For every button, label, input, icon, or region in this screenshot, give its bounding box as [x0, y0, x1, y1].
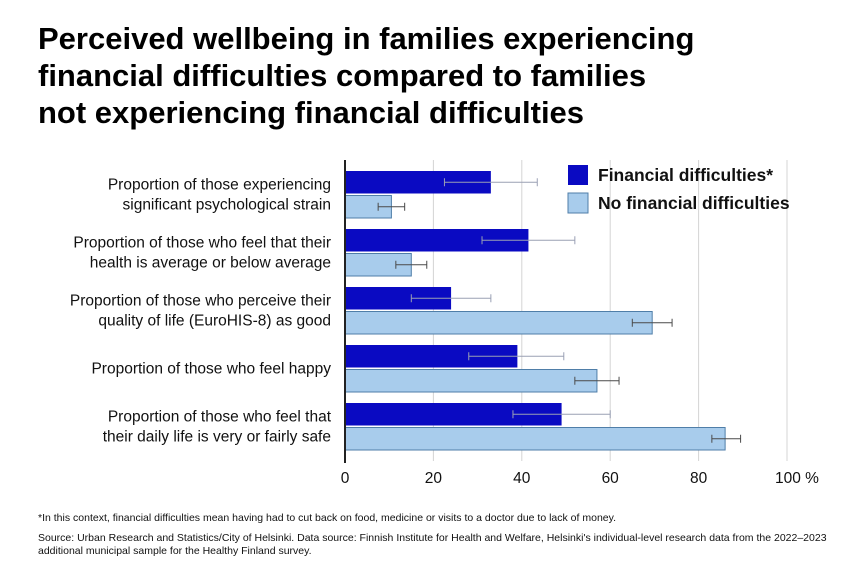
bar	[345, 171, 491, 194]
bar	[344, 369, 598, 393]
chart-title: Perceived wellbeing in families experien…	[38, 20, 838, 131]
x-tick-label: 40	[513, 470, 531, 487]
legend-swatch	[568, 165, 588, 185]
x-tick-label: 60	[602, 470, 620, 487]
legend-label: Financial difficulties*	[598, 165, 773, 185]
category-label: Proportion of those who feel happy	[91, 361, 331, 378]
category-label: significant psychological strain	[123, 197, 332, 214]
footnote-definition: *In this context, financial difficulties…	[38, 512, 617, 524]
bar	[344, 311, 653, 335]
x-tick-label: 0	[341, 470, 350, 487]
title-line-3: not experiencing financial difficulties	[38, 95, 585, 130]
legend-label: No financial difficulties	[598, 193, 790, 213]
legend-swatch	[567, 192, 589, 214]
title-line-2: financial difficulties compared to famil…	[38, 58, 647, 93]
category-label: Proportion of those who feel that their	[73, 235, 331, 252]
bar	[345, 229, 529, 252]
bar	[344, 427, 726, 451]
bar	[345, 345, 518, 368]
category-label: Proportion of those experiencing	[108, 177, 331, 194]
x-tick-label: 20	[425, 470, 443, 487]
footnote-source: Source: Urban Research and Statistics/Ci…	[38, 532, 827, 557]
category-label: Proportion of those who perceive their	[70, 293, 331, 310]
category-label: quality of life (EuroHIS-8) as good	[98, 313, 331, 330]
category-label: Proportion of those who feel that	[108, 409, 332, 426]
bar	[345, 287, 452, 310]
title-line-1: Perceived wellbeing in families experien…	[38, 21, 695, 56]
category-label: health is average or below average	[90, 255, 331, 272]
bar	[345, 403, 562, 426]
bar-chart: Proportion of those experiencing signific…	[70, 160, 819, 487]
x-tick-label: 100 %	[775, 470, 819, 487]
category-label: their daily life is very or fairly safe	[103, 429, 331, 446]
x-tick-label: 80	[690, 470, 708, 487]
